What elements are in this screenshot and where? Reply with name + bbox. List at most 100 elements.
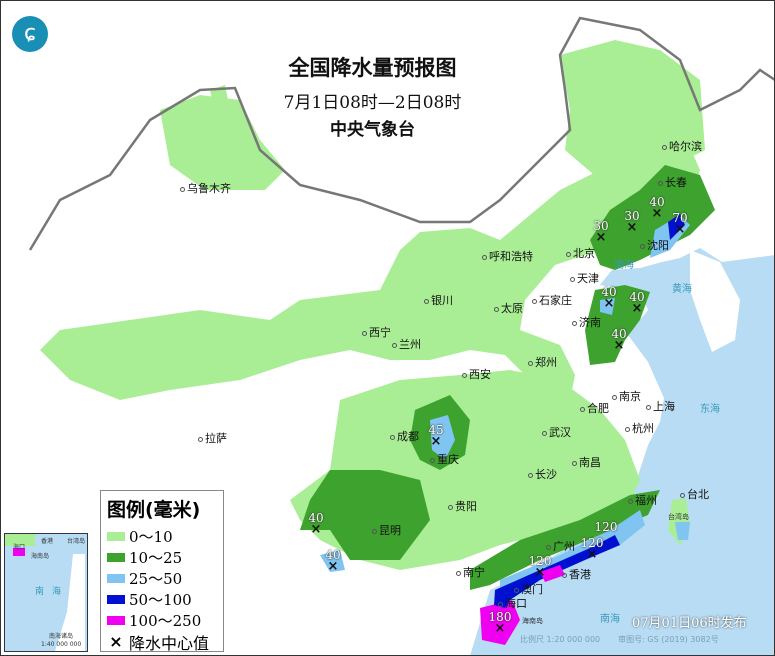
sea-label: 渤海 [614,260,634,271]
rain-center: 120 [594,521,618,533]
inset-label: 海南岛 [31,553,50,560]
city-label: 兰州 [392,336,421,352]
rain-center: 40 × [597,286,621,310]
rain-center: 30 × [620,209,644,235]
city-label: 重庆 [430,451,459,467]
rain-center-value: 180 [488,610,512,624]
sea-label: 台湾岛 [668,513,689,521]
legend-item: 25～50 [107,568,223,589]
cross-marker-icon: × [494,621,506,636]
cross-marker-icon: × [595,230,607,245]
forecast-period: 7月1日08时—2日08时 [283,93,462,113]
city-label: 石家庄 [532,292,572,308]
rain-center-value: 120 [528,554,552,568]
legend-swatch [107,574,125,583]
rain-center-value: 40 [649,195,665,209]
city-label: 乌鲁木齐 [180,180,231,196]
city-label: 天津 [570,270,599,286]
city-label: 香港 [562,566,591,582]
rain-100-250-areas [540,565,565,582]
rain-center: 180 × [488,610,512,636]
city-label: 武汉 [542,424,571,440]
city-label: 成都 [390,428,419,444]
city-label: 南宁 [456,564,485,580]
cross-marker-icon: × [626,220,638,235]
sea-label: 黄海 [672,284,692,295]
rain-center: 120 × [580,536,604,561]
approval-number: 审图号: GS (2019) 3082号 [618,635,719,644]
city-label: 沈阳 [640,237,669,253]
legend-title: 图例(毫米) [107,499,201,521]
city-label: 西宁 [362,324,391,340]
city-label: 上海 [646,398,675,414]
legend-label: 10～25 [129,549,183,567]
legend-label: 降水中心值 [129,633,210,653]
rain-center-value: 70 [672,211,688,225]
legend-item: × 降水中心值 [107,631,223,653]
city-label: 昆明 [372,522,401,538]
city-label: 澳门 [514,581,543,597]
city-label: 贵阳 [448,498,477,514]
city-label: 哈尔滨 [662,138,702,154]
rain-center: 30 × [589,219,613,245]
cross-marker-icon: × [651,206,663,221]
city-label: 合肥 [580,400,609,416]
legend-item: 100～250 [107,610,223,631]
city-label: 济南 [572,314,601,330]
rain-center-value: 40 [325,548,341,562]
legend: 图例(毫米) 0～10 10～25 25～50 50～100 100～250 ×… [100,490,224,653]
sea-area [470,248,775,656]
city-label: 海口 [498,595,527,611]
cross-marker-icon: × [674,222,686,237]
cross-marker-icon: × [430,434,442,449]
cross-marker-icon: × [631,301,643,316]
rain-center-value: 40 [308,511,324,525]
legend-label: 50～100 [129,591,192,609]
publish-time: 07月01日06时发布 [632,616,747,631]
rain-center-value: 40 [611,327,627,341]
inset-label: 南海诸岛 [49,633,74,640]
city-label: 长春 [658,174,687,190]
legend-label: 100～250 [129,612,202,630]
legend-item: 10～25 [107,547,223,568]
rain-center-value: 120 [580,536,604,550]
city-label: 杭州 [625,420,654,436]
city-label: 呼和浩特 [482,248,533,264]
legend-swatch [107,595,125,604]
rain-center: 40 × [321,548,345,573]
rain-center: 40 × [607,327,631,353]
inset-label: 台湾岛 [67,538,86,545]
city-label: 西安 [462,366,491,382]
rain-center-value: 30 [593,219,609,233]
rain-center-value: 120 [594,520,618,534]
rain-center-value: 30 [624,209,640,223]
rain-center: 40 × [304,511,328,537]
issuer: 中央气象台 [330,120,415,140]
city-label: 北京 [566,245,595,261]
map-scale: 比例尺 1:20 000 000 [520,635,601,644]
legend-swatch [107,553,125,562]
inset-scale: 1:40 000 000 [41,641,82,648]
legend-label: 0～10 [129,528,173,546]
legend-swatch [107,532,125,541]
hainan-land [480,600,520,645]
rain-center: 120 × [528,554,552,580]
korea-land [690,250,740,352]
cross-marker-icon: × [613,338,625,353]
inset-label: 香港 [41,538,54,545]
cma-logo: ɕ [12,16,48,52]
sea-label: 南海 [600,614,620,625]
cross-marker-icon: × [534,565,546,580]
sea-label: 东海 [700,404,720,415]
city-label: 福州 [628,492,657,508]
legend-item: 50～100 [107,589,223,610]
sea-label: 海南岛 [522,617,543,625]
rain-center: 70 × [668,211,692,237]
legend-label: 25～50 [129,570,183,588]
legend-item: 0～10 [107,526,223,547]
city-label: 南昌 [572,454,601,470]
rain-center-value: 45 [428,423,444,437]
city-label: 南京 [612,388,641,404]
rain-center-value: 40 [629,290,645,304]
cross-marker-icon: × [310,522,322,537]
